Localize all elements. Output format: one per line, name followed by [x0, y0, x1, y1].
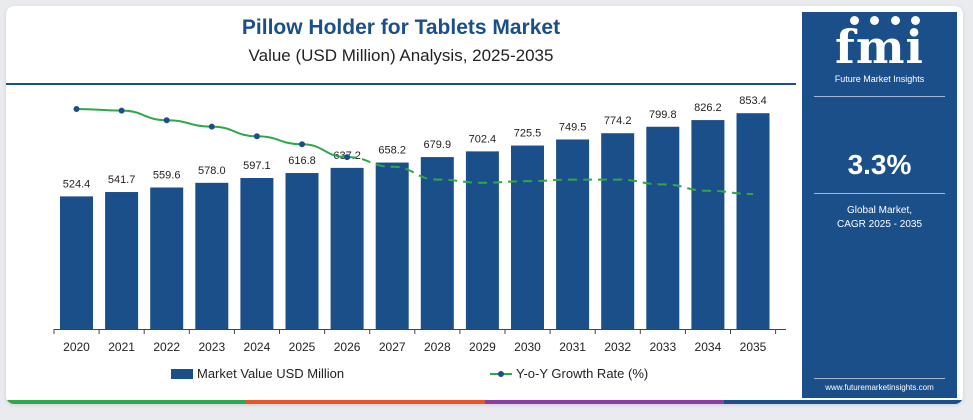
bar [195, 182, 229, 329]
sidebar-divider [814, 378, 945, 379]
x-tick-label: 2022 [153, 340, 180, 354]
bar-value-label: 853.4 [739, 95, 767, 107]
legend-item-market-value: Market Value USD Million [171, 366, 344, 381]
bar [150, 187, 184, 329]
x-tick-label: 2028 [424, 340, 451, 354]
chart-subtitle: Value (USD Million) Analysis, 2025-2035 [248, 46, 554, 65]
x-tick-label: 2032 [604, 340, 631, 354]
x-tick-label: 2024 [244, 340, 271, 354]
bar [465, 151, 499, 329]
growth-point [118, 107, 125, 114]
cagr-label-line1: Global Market, [846, 205, 913, 216]
website-link[interactable]: www.futuremarketinsights.com [825, 383, 934, 392]
strip-purple [484, 400, 724, 404]
growth-point [73, 106, 80, 112]
x-tick-label: 2025 [289, 340, 316, 354]
chart-title: Pillow Holder for Tablets Market [241, 16, 561, 39]
legend-label-market-value: Market Value USD Million [197, 366, 345, 381]
strip-blue [723, 400, 963, 404]
sidebar-divider [814, 96, 945, 97]
x-tick-label: 2020 [63, 340, 90, 354]
bar [60, 196, 93, 329]
bar [736, 113, 770, 330]
bar-value-label: 578.0 [198, 165, 226, 177]
x-tick-label: 2033 [649, 340, 676, 354]
x-tick-label: 2029 [469, 340, 496, 354]
growth-point [344, 154, 351, 161]
x-tick-label: 2034 [695, 340, 722, 354]
legend: Market Value USD Million Y-o-Y Growth Ra… [6, 366, 796, 386]
logo-dots [850, 16, 920, 28]
color-strip [6, 400, 963, 404]
sidebar-panel: fmi Future Market Insights 3.3% Global M… [802, 12, 957, 398]
bar-value-label: 679.9 [424, 139, 452, 151]
sidebar-divider [814, 193, 945, 194]
title-divider [6, 83, 796, 85]
bar [646, 126, 680, 329]
bar-value-label: 725.5 [514, 128, 542, 140]
growth-point [163, 117, 170, 124]
x-tick-label: 2027 [379, 340, 406, 354]
bar-value-label: 774.2 [604, 115, 632, 127]
x-tick-label: 2026 [334, 340, 361, 354]
bar-value-label: 616.8 [288, 155, 316, 167]
legend-line-swatch [490, 369, 512, 379]
legend-label-growth-rate: Y-o-Y Growth Rate (%) [516, 366, 649, 381]
bar-value-label: 658.2 [378, 145, 406, 157]
bar-value-label: 799.8 [649, 109, 677, 121]
growth-point [253, 133, 260, 140]
bar [375, 162, 409, 329]
growth-point [208, 123, 215, 130]
bar [240, 178, 274, 329]
x-tick-label: 2023 [198, 340, 225, 354]
cagr-value: 3.3% [847, 149, 912, 180]
bar [511, 145, 544, 329]
bar-value-label: 826.2 [694, 102, 722, 114]
bar [105, 192, 139, 329]
bar [330, 167, 364, 329]
x-tick-label: 2035 [740, 340, 767, 354]
legend-item-growth-rate: Y-o-Y Growth Rate (%) [490, 366, 648, 381]
bar-value-label: 559.6 [153, 169, 181, 181]
bar [285, 173, 319, 329]
strip-orange [245, 400, 485, 404]
bar-value-label: 597.1 [243, 160, 271, 172]
chart-card: Pillow Holder for Tablets Market Value (… [6, 6, 963, 404]
cagr-label: Global Market, CAGR 2025 - 2035 [802, 204, 957, 232]
cagr-label-line2: CAGR 2025 - 2035 [836, 219, 923, 230]
bar [601, 133, 635, 329]
bar-value-label: 702.4 [469, 133, 497, 145]
logo-subtitle: Future Market Insights [834, 74, 925, 84]
fmi-logo: fmi [835, 20, 924, 74]
x-tick-label: 2031 [559, 340, 586, 354]
x-tick-label: 2030 [514, 340, 541, 354]
bar [420, 157, 454, 329]
bar-line-chart: 524.4 2020 541.7 2021 559.6 2022 578.0 2023 597.… [53, 95, 786, 354]
strip-green [6, 400, 246, 404]
legend-bar-swatch [171, 368, 193, 379]
bar [691, 120, 725, 329]
bar [556, 139, 590, 329]
growth-point [299, 141, 305, 148]
bar-value-label: 524.4 [63, 178, 91, 190]
bar-value-label: 749.5 [559, 121, 587, 133]
x-tick-label: 2021 [108, 340, 135, 354]
growth-line-solid [76, 108, 348, 159]
bar-value-label: 541.7 [108, 174, 136, 186]
